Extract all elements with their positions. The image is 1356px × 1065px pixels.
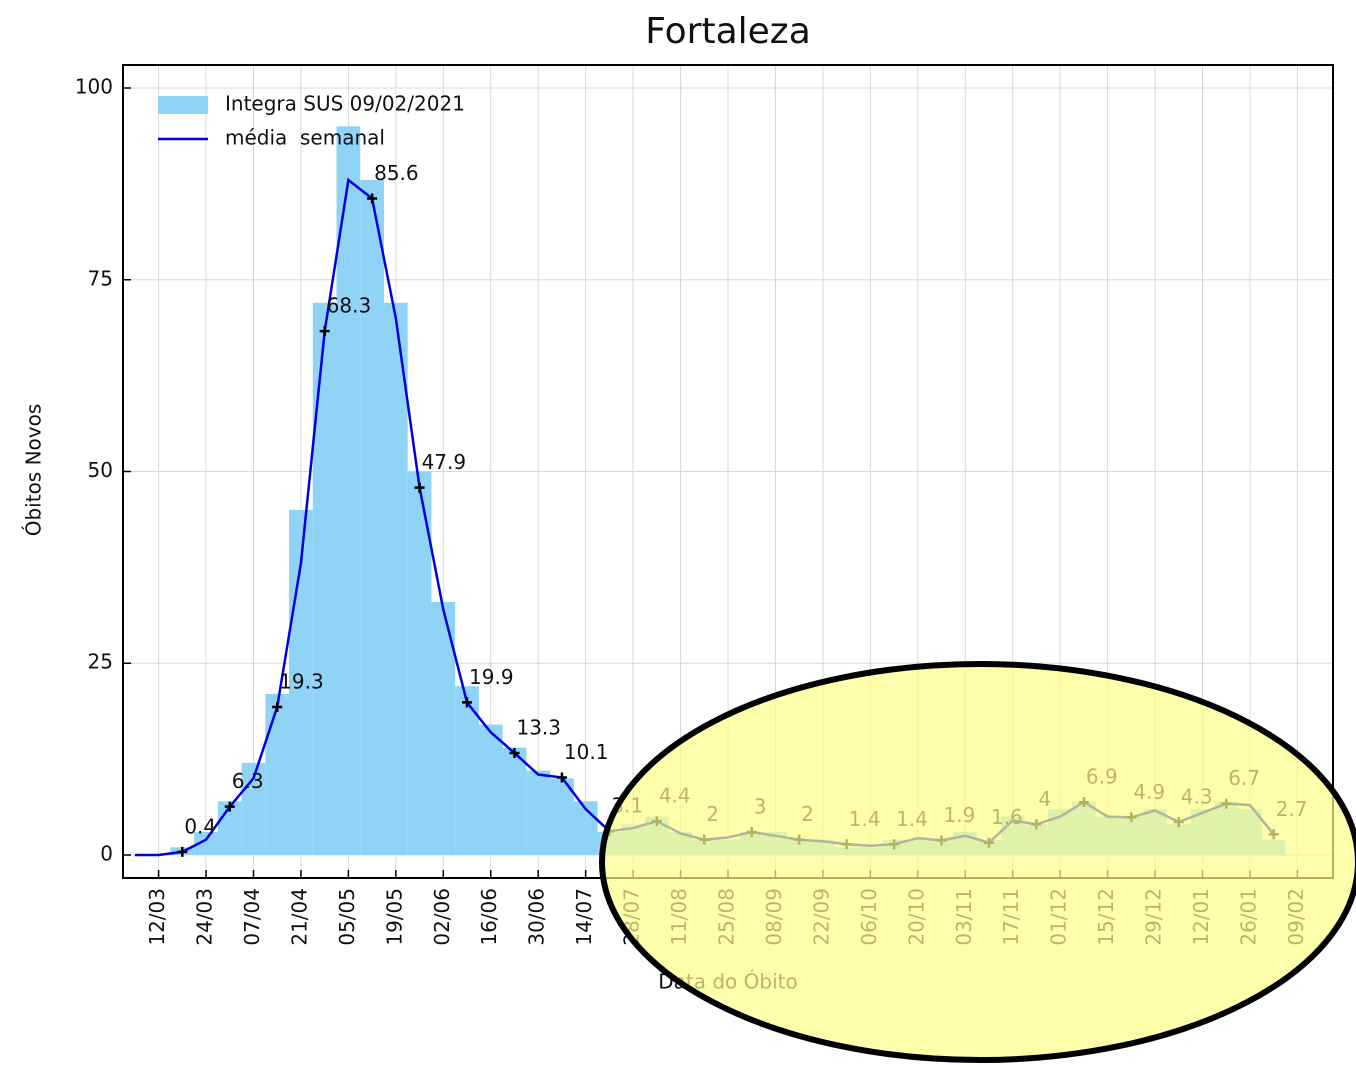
bar [502,747,527,855]
legend-label: média semanal [225,126,385,150]
data-label: 47.9 [422,450,467,474]
highlight-ellipse [599,661,1356,1063]
x-tick-label: 12/03 [145,888,169,946]
x-tick-label: 21/04 [287,888,311,946]
bar [194,831,218,855]
point-marker [414,482,425,493]
bar [360,180,384,855]
x-tick-label: 02/06 [430,888,454,946]
bar [336,126,361,855]
bar [550,778,574,855]
x-tick-label: 30/06 [525,888,549,946]
y-tick-label: 100 [75,75,113,99]
bar [383,302,408,855]
point-marker [319,326,330,337]
data-label: 19.9 [469,665,514,689]
y-axis-label: Óbitos Novos [22,404,46,537]
data-label: 13.3 [516,715,561,739]
y-tick-label: 0 [100,841,113,865]
point-marker [367,193,378,204]
x-tick-label: 19/05 [382,888,406,946]
x-tick-label: 24/03 [193,888,217,946]
legend-swatch [158,96,208,114]
bar [407,471,432,855]
data-label: 85.6 [374,161,419,185]
chart-title: Fortaleza [645,11,811,52]
point-marker [462,697,473,708]
bar [526,770,551,855]
bar [455,686,479,855]
y-tick-label: 50 [88,458,113,482]
x-tick-label: 14/07 [572,888,596,946]
point-marker [272,701,283,712]
data-label: 19.3 [279,669,324,693]
x-tick-label: 16/06 [477,888,501,946]
bar [265,693,290,855]
data-label: 10.1 [564,740,609,764]
legend-label: Integra SUS 09/02/2021 [225,92,465,116]
data-label: 68.3 [327,294,372,318]
point-marker [509,747,520,758]
bar [478,724,503,855]
bar [431,601,456,855]
data-label: 6.3 [232,769,264,793]
point-marker [556,772,567,783]
y-tick-label: 75 [88,266,113,290]
point-marker [224,801,235,812]
y-tick-label: 25 [88,650,113,674]
bar [312,302,337,855]
data-label: 0.4 [184,814,216,838]
x-tick-label: 05/05 [335,888,359,946]
x-tick-label: 07/04 [240,888,264,946]
point-marker [177,846,188,857]
